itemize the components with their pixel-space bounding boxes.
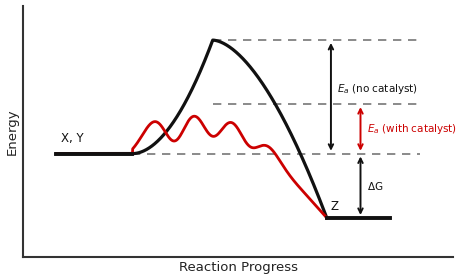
Text: X, Y: X, Y	[61, 132, 83, 145]
Y-axis label: Energy: Energy	[6, 108, 19, 155]
Text: $\mathit{E}_a$ (with catalyst): $\mathit{E}_a$ (with catalyst)	[367, 122, 457, 136]
X-axis label: Reaction Progress: Reaction Progress	[179, 262, 297, 274]
Text: $\Delta$G: $\Delta$G	[367, 180, 383, 192]
Text: $\mathit{E}_a$ (no catalyst): $\mathit{E}_a$ (no catalyst)	[337, 83, 418, 97]
Text: Z: Z	[331, 200, 339, 213]
